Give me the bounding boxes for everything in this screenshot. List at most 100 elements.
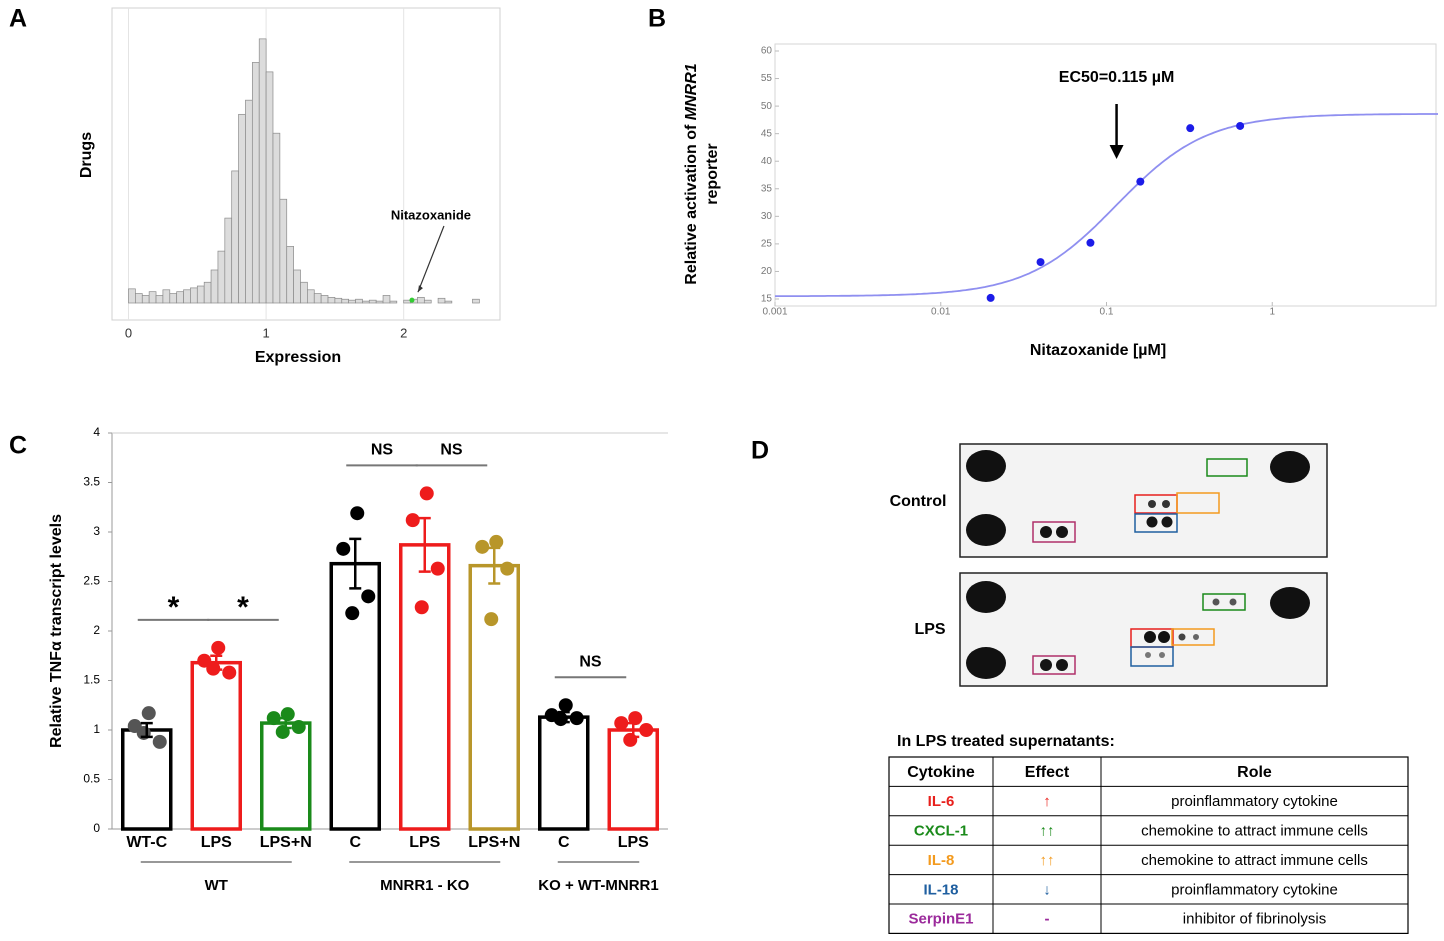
y-tick-label: 45: [761, 128, 773, 139]
data-point: [350, 506, 365, 521]
blot-spot: [966, 581, 1006, 613]
x-tick-label: 2: [400, 325, 407, 340]
bar: [190, 660, 242, 831]
data-point: [614, 716, 629, 731]
significance-label: NS: [440, 442, 463, 459]
histogram-bar: [348, 299, 356, 304]
blot-box: [1134, 513, 1178, 533]
blot-spot: [1146, 516, 1158, 528]
table-cell: -: [1045, 911, 1050, 928]
histogram-bar: [245, 99, 253, 304]
blot-spot: [1193, 634, 1199, 640]
significance-label: *: [168, 591, 180, 624]
blot-spot: [1056, 526, 1068, 538]
annotation-arrow: [417, 225, 445, 293]
blot-spot: [1162, 500, 1170, 508]
histogram-bar: [251, 62, 260, 304]
histogram-bar: [231, 170, 239, 304]
histogram-bar: [272, 132, 281, 304]
histogram-bar: [300, 281, 308, 304]
bar: [260, 721, 312, 831]
histogram-bar: [472, 298, 480, 304]
y-axis-label-part: Relative activation of: [683, 120, 700, 285]
y-axis-label-part: MNRR1: [683, 63, 700, 120]
x-tick-label: LPS+N: [468, 834, 520, 851]
histogram-bar: [341, 298, 350, 304]
blot-spot: [1145, 652, 1151, 658]
data-point: [623, 732, 638, 747]
error-bar: [140, 721, 153, 739]
data-point: [639, 723, 654, 737]
y-tick-label: 0.5: [83, 772, 100, 786]
data-point: [430, 561, 445, 576]
bar: [399, 543, 451, 831]
table-cell: ↑: [1043, 793, 1051, 810]
histogram-bar: [183, 289, 191, 304]
data-point: [475, 539, 490, 554]
table-cell: proinflammatory cytokine: [1171, 793, 1338, 810]
blot-spot: [1161, 516, 1173, 528]
histogram-bar: [169, 293, 178, 304]
table-header: Effect: [1025, 764, 1070, 781]
ec50-arrowhead: [1109, 145, 1124, 159]
data-point: [222, 665, 237, 680]
table-header: Role: [1237, 764, 1272, 781]
y-tick-label: 2.5: [83, 574, 100, 588]
blot-box: [1202, 593, 1246, 611]
histogram-bar: [279, 198, 288, 304]
error-bar: [279, 716, 292, 730]
y-tick-label: 3: [93, 524, 100, 538]
x-tick-label: 0.01: [931, 307, 951, 318]
histogram-bar: [313, 293, 322, 304]
group-label: WT: [205, 877, 228, 894]
histogram-bar: [196, 285, 205, 304]
blot-spot: [1056, 659, 1068, 671]
data-point: [558, 698, 573, 713]
histogram-bar: [176, 291, 184, 304]
blot-membrane: [959, 443, 1328, 558]
histogram-bar: [320, 295, 329, 304]
data-point: [266, 711, 281, 726]
histogram-bar: [355, 298, 363, 304]
blot-spot: [1158, 631, 1170, 643]
highlight-point: [409, 297, 415, 303]
data-point: [345, 606, 360, 621]
histogram-bar: [444, 300, 453, 304]
x-tick-label: C: [558, 834, 570, 851]
significance-label: NS: [579, 653, 602, 670]
histogram-bar: [203, 281, 212, 304]
data-point: [414, 600, 429, 615]
data-point: [291, 720, 306, 735]
histogram-bar: [375, 300, 384, 304]
y-tick-label: 35: [761, 183, 773, 194]
error-bar: [210, 654, 223, 671]
error-bar: [488, 546, 501, 585]
data-point: [141, 706, 156, 721]
histogram-bar: [327, 296, 336, 304]
y-tick-label: 1: [93, 722, 100, 736]
y-axis-label: reporter: [704, 143, 721, 204]
blot-box: [1206, 458, 1248, 477]
y-tick-label: 50: [761, 101, 773, 112]
plot-frame: [111, 7, 501, 321]
annotation: EC50=0.115 µM: [1059, 69, 1175, 86]
y-tick-label: 55: [761, 73, 773, 84]
x-tick-label: 1: [262, 325, 269, 340]
error-bar: [627, 721, 640, 739]
significance-label: NS: [371, 442, 394, 459]
annotation: Nitazoxanide: [391, 207, 471, 222]
data-point: [489, 534, 504, 549]
blot-box: [1032, 655, 1076, 675]
y-tick-label: 20: [761, 266, 773, 277]
y-tick-label: 3.5: [83, 475, 100, 489]
error-bar: [418, 516, 431, 573]
data-point: [336, 541, 351, 556]
histogram-bar: [423, 299, 432, 304]
histogram-bar: [389, 300, 398, 304]
table-cell: inhibitor of fibrinolysis: [1183, 911, 1326, 928]
table-cell: IL-8: [928, 852, 955, 869]
blot-spot: [1040, 526, 1052, 538]
data-point: [419, 486, 434, 501]
significance-label: *: [237, 591, 249, 624]
